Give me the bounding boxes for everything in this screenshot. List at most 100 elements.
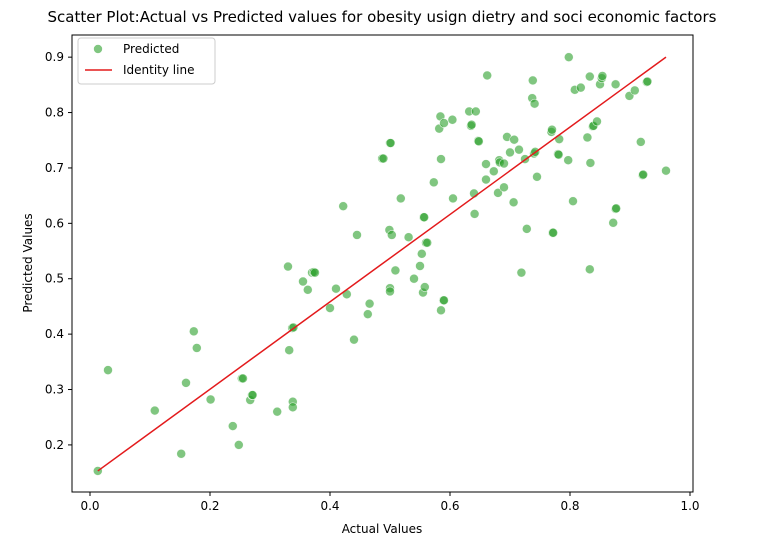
data-point	[302, 285, 313, 295]
data-point	[439, 295, 449, 306]
x-tick-label: 0.2	[200, 499, 219, 513]
data-point	[419, 212, 430, 223]
data-point	[189, 326, 199, 337]
data-point	[563, 155, 574, 165]
y-tick-label: 0.3	[45, 383, 64, 397]
legend-frame	[77, 37, 216, 85]
data-point	[493, 188, 503, 198]
data-point	[582, 132, 593, 143]
data-point	[419, 282, 430, 292]
data-point	[499, 182, 509, 193]
data-point	[181, 378, 191, 388]
x-axis-label: Actual Values	[342, 522, 423, 536]
data-point	[563, 52, 574, 62]
data-point	[284, 345, 295, 355]
data-point	[473, 136, 484, 147]
y-axis: 0.2 0.3 0.4 0.5 0.6 0.7 0.8 0.9	[45, 50, 72, 452]
legend-label-predicted: Predicted	[123, 42, 179, 56]
data-point	[415, 261, 425, 271]
data-point	[509, 134, 520, 145]
data-point	[310, 267, 320, 278]
data-point	[608, 217, 619, 228]
data-point	[553, 149, 564, 160]
data-point	[385, 138, 396, 148]
data-point	[575, 82, 586, 93]
data-point	[338, 201, 349, 211]
legend-marker-predicted	[93, 44, 103, 54]
data-point	[352, 230, 362, 240]
data-point	[150, 405, 160, 416]
data-point	[532, 172, 542, 182]
data-point	[481, 174, 491, 185]
data-point	[597, 71, 608, 81]
x-tick-label: 1.0	[680, 499, 699, 513]
data-point	[325, 303, 335, 313]
data-point	[635, 137, 646, 147]
data-point	[283, 261, 293, 272]
data-point	[499, 158, 509, 169]
data-point	[439, 118, 449, 128]
data-point	[436, 305, 446, 316]
data-point	[238, 373, 248, 384]
data-point	[481, 159, 491, 169]
data-point	[611, 203, 622, 214]
x-tick-label: 0.6	[440, 499, 459, 513]
y-tick-label: 0.8	[45, 106, 64, 120]
data-point	[448, 193, 458, 204]
x-tick-label: 0.0	[80, 499, 99, 513]
data-point	[390, 265, 401, 276]
data-point	[416, 249, 427, 259]
data-point	[422, 237, 433, 248]
data-point	[554, 134, 565, 144]
data-point	[362, 309, 373, 319]
data-point	[205, 394, 216, 405]
data-point	[508, 197, 519, 208]
data-point	[466, 119, 477, 130]
data-point	[488, 166, 499, 177]
data-point	[516, 267, 527, 278]
data-point	[228, 421, 238, 431]
data-point	[638, 169, 649, 180]
y-tick-label: 0.6	[45, 216, 64, 230]
data-point	[527, 75, 538, 86]
data-point	[585, 158, 596, 168]
data-point	[592, 116, 602, 127]
data-point	[247, 390, 258, 400]
x-tick-label: 0.4	[320, 499, 339, 513]
data-point	[521, 224, 532, 234]
data-point	[482, 70, 493, 81]
data-point	[470, 106, 481, 117]
x-tick-label: 0.8	[560, 499, 579, 513]
data-point	[584, 71, 595, 82]
data-point	[529, 98, 540, 109]
data-point	[103, 365, 113, 375]
data-point	[176, 448, 186, 459]
data-point	[514, 144, 524, 155]
data-point	[395, 193, 406, 204]
data-point	[642, 76, 653, 87]
data-point	[548, 227, 559, 238]
data-point	[629, 85, 640, 96]
data-point	[505, 147, 515, 158]
data-point	[447, 114, 458, 125]
legend-label-identity: Identity line	[123, 63, 194, 77]
data-point	[610, 79, 621, 90]
plot-area	[93, 52, 671, 476]
data-point	[331, 283, 341, 294]
y-tick-label: 0.4	[45, 327, 64, 341]
data-point	[192, 343, 202, 353]
data-point	[298, 276, 308, 287]
data-point	[403, 232, 414, 242]
data-point	[385, 286, 395, 297]
data-point	[349, 334, 359, 345]
legend: Predicted Identity line	[77, 37, 216, 85]
axes-frame	[71, 34, 694, 493]
data-point	[661, 165, 671, 176]
data-point	[469, 209, 480, 219]
data-point	[547, 124, 557, 135]
data-point	[409, 273, 419, 284]
y-tick-label: 0.5	[45, 272, 64, 286]
data-point	[386, 230, 397, 240]
y-axis-label: Predicted Values	[21, 213, 35, 312]
